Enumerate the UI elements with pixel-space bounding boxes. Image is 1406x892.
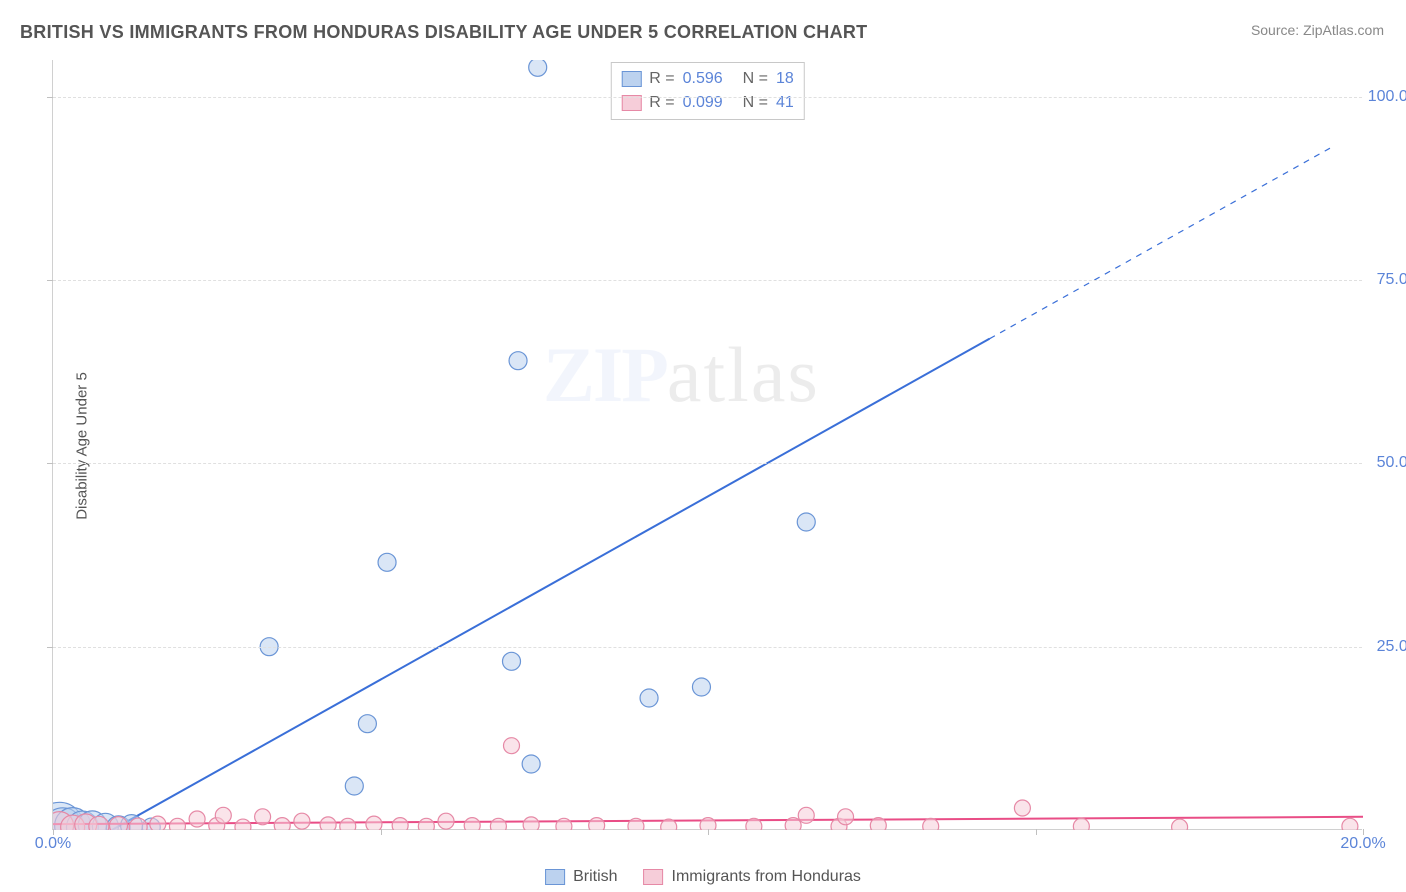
data-point — [255, 809, 271, 825]
data-point — [923, 818, 939, 830]
data-point — [1014, 800, 1030, 816]
data-point — [215, 807, 231, 823]
data-point — [797, 513, 815, 531]
data-point — [418, 818, 434, 830]
data-point — [358, 715, 376, 733]
data-point — [870, 818, 886, 830]
data-point — [110, 817, 128, 830]
data-point — [129, 818, 147, 830]
data-point — [366, 816, 382, 830]
data-point — [378, 553, 396, 571]
x-tick-label: 20.0% — [1340, 835, 1385, 853]
y-tick-mark — [47, 647, 53, 648]
x-tick-mark — [381, 829, 382, 835]
legend-item: British — [545, 868, 617, 886]
data-point — [169, 818, 185, 830]
legend-swatch — [621, 71, 641, 87]
data-point — [522, 755, 540, 773]
legend-label: British — [573, 868, 617, 886]
data-point — [523, 817, 539, 830]
data-point — [294, 813, 310, 829]
gridline — [53, 280, 1362, 281]
gridline — [53, 647, 1362, 648]
r-value: 0.596 — [683, 70, 735, 88]
data-point — [529, 60, 547, 76]
data-point — [556, 818, 572, 830]
trend-line — [112, 339, 990, 830]
legend-row: R = 0.099 N = 41 — [621, 91, 793, 115]
data-point — [509, 352, 527, 370]
data-point — [1172, 819, 1188, 830]
legend-swatch — [545, 869, 565, 885]
data-point — [504, 738, 520, 754]
legend-item: Immigrants from Honduras — [644, 868, 861, 886]
correlation-legend: R = 0.596 N = 18 R = 0.099 N = 41 — [610, 62, 804, 120]
plot-area: ZIPatlas R = 0.596 N = 18 R = 0.099 N = … — [52, 60, 1362, 830]
trend-line-extrapolated — [990, 148, 1331, 339]
data-point — [589, 818, 605, 830]
y-tick-mark — [47, 280, 53, 281]
series-legend: British Immigrants from Honduras — [545, 868, 861, 886]
legend-row: R = 0.596 N = 18 — [621, 67, 793, 91]
x-tick-mark — [708, 829, 709, 835]
data-point — [661, 819, 677, 830]
source-label: Source: ZipAtlas.com — [1251, 22, 1384, 38]
data-point — [490, 818, 506, 830]
r-label: R = — [649, 70, 674, 88]
y-tick-mark — [47, 463, 53, 464]
data-point — [89, 816, 109, 830]
data-point — [628, 818, 644, 830]
data-point — [320, 817, 336, 830]
data-point — [189, 811, 205, 827]
chart-container: BRITISH VS IMMIGRANTS FROM HONDURAS DISA… — [0, 0, 1406, 892]
chart-svg — [53, 60, 1363, 830]
gridline — [53, 97, 1362, 98]
data-point — [640, 689, 658, 707]
data-point — [340, 818, 356, 830]
y-tick-label: 50.0% — [1367, 454, 1406, 472]
x-tick-mark — [1036, 829, 1037, 835]
n-value: 18 — [776, 70, 794, 88]
data-point — [150, 816, 166, 830]
data-point — [392, 818, 408, 830]
data-point — [1342, 818, 1358, 830]
y-tick-mark — [47, 97, 53, 98]
data-point — [345, 777, 363, 795]
legend-swatch — [644, 869, 664, 885]
data-point — [235, 819, 251, 830]
x-tick-label: 0.0% — [35, 835, 71, 853]
data-point — [503, 652, 521, 670]
n-label: N = — [743, 70, 768, 88]
data-point — [274, 818, 290, 830]
legend-label: Immigrants from Honduras — [672, 868, 861, 886]
data-point — [838, 809, 854, 825]
data-point — [798, 807, 814, 823]
data-point — [746, 818, 762, 830]
y-tick-label: 25.0% — [1367, 638, 1406, 656]
y-tick-label: 100.0% — [1367, 88, 1406, 106]
data-point — [464, 818, 480, 830]
y-tick-label: 75.0% — [1367, 271, 1406, 289]
data-point — [438, 813, 454, 829]
data-point — [1073, 818, 1089, 830]
chart-title: BRITISH VS IMMIGRANTS FROM HONDURAS DISA… — [20, 22, 867, 43]
gridline — [53, 463, 1362, 464]
data-point — [692, 678, 710, 696]
